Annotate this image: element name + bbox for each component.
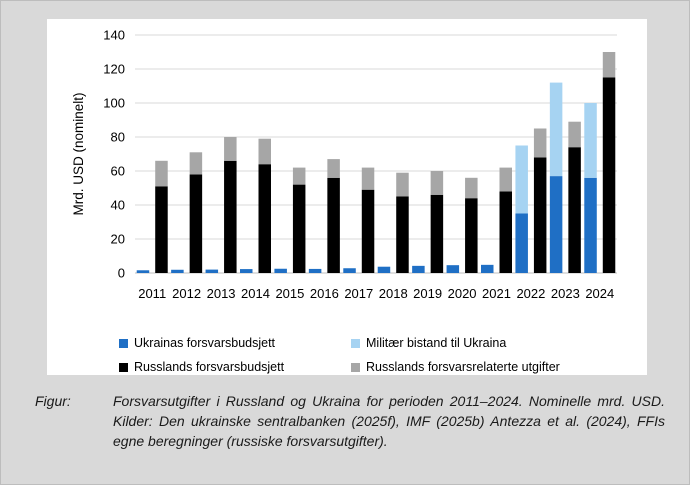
legend: Ukrainas forsvarsbudsjett Militær bistan…	[119, 333, 639, 377]
legend-swatch	[119, 362, 128, 372]
x-tick-label: 2017	[344, 286, 373, 301]
bar-russia-segment	[155, 160, 168, 187]
bar-russia-segment	[361, 189, 375, 273]
bar-russia-segment	[499, 167, 512, 192]
bar-russia-segment	[568, 121, 581, 148]
legend-item-russia-budget: Russlands forsvarsbudsjett	[119, 360, 284, 374]
x-tick-label: 2024	[585, 286, 614, 301]
x-tick-label: 2021	[482, 286, 511, 301]
x-tick-label: 2019	[413, 286, 442, 301]
x-tick-label: 2020	[448, 286, 477, 301]
y-tick-label: 120	[103, 62, 125, 77]
bar-russia-segment	[258, 138, 271, 165]
bar-russia-segment	[327, 177, 340, 273]
bar-russia-segment	[224, 137, 237, 161]
x-tick-label: 2014	[241, 286, 270, 301]
bar-ukraine-segment	[240, 269, 253, 273]
bar-ukraine-segment	[205, 269, 219, 273]
legend-label: Russlands forsvarsbudsjett	[134, 360, 285, 374]
bar-ukraine-segment	[515, 213, 528, 273]
bar-ukraine-segment	[308, 268, 322, 273]
legend-label: Ukrainas forsvarsbudsjett	[134, 336, 276, 350]
bar-russia-segment	[258, 164, 271, 273]
x-tick-label: 2013	[207, 286, 236, 301]
bar-russia-segment	[189, 174, 203, 273]
legend-item-military-aid: Militær bistand til Ukraina	[351, 336, 506, 350]
caption-text: Forsvarsutgifter i Russland og Ukraina f…	[113, 393, 665, 449]
bar-ukraine-segment	[171, 269, 184, 273]
bar-ukraine-segment	[446, 265, 460, 273]
legend-swatch	[351, 338, 360, 348]
bar-russia-segment	[224, 160, 237, 273]
bar-ukraine-segment	[377, 266, 391, 273]
bar-russia-segment	[292, 167, 306, 185]
y-tick-label: 100	[103, 96, 125, 111]
y-tick-label: 20	[111, 232, 125, 247]
x-tick-label: 2016	[310, 286, 339, 301]
bar-ukraine-segment	[274, 268, 287, 273]
bar-russia-segment	[533, 128, 547, 158]
y-tick-label: 140	[103, 28, 125, 43]
legend-swatch	[119, 338, 128, 348]
x-tick-label: 2015	[275, 286, 304, 301]
y-axis-title: Mrd. USD (nominelt)	[71, 92, 86, 215]
legend-item-russia-related: Russlands forsvarsrelaterte utgifter	[351, 360, 560, 374]
legend-swatch	[351, 362, 360, 372]
bar-ukraine-segment	[136, 270, 150, 273]
bar-ukraine-segment	[481, 264, 494, 273]
bar-ukraine-segment	[412, 265, 425, 273]
bar-russia-segment	[430, 171, 444, 195]
bar-russia-segment	[499, 191, 512, 273]
legend-label: Russlands forsvarsrelaterte utgifter	[366, 360, 560, 374]
bar-russia-segment	[602, 77, 616, 273]
bar-russia-segment	[361, 167, 375, 190]
caption-label: Figur:	[35, 393, 71, 409]
y-tick-label: 60	[111, 164, 125, 179]
x-tick-label: 2011	[138, 286, 166, 301]
bar-russia-segment	[568, 147, 581, 273]
bar-russia-segment	[155, 186, 168, 273]
bar-russia-segment	[430, 194, 444, 273]
x-tick-label: 2022	[516, 286, 545, 301]
chart-panel: 0 20 40 60 80 100 120 140 Mrd. USD (nominelt) 201…	[47, 19, 647, 375]
bar-russia-segment	[396, 172, 409, 197]
bar-ukraine-segment	[549, 82, 563, 177]
x-tick-label: 2023	[551, 286, 580, 301]
bar-russia-segment	[533, 157, 547, 273]
bar-russia-segment	[465, 177, 478, 199]
x-tick-label: 2012	[172, 286, 201, 301]
y-tick-label: 40	[111, 198, 125, 213]
bar-ukraine-segment	[584, 103, 597, 178]
bar-ukraine-segment	[343, 268, 356, 273]
y-tick-label: 0	[118, 266, 125, 281]
legend-item-ukraine-budget: Ukrainas forsvarsbudsjett	[119, 336, 275, 350]
bar-russia-segment	[602, 52, 616, 78]
bar-russia-segment	[189, 152, 203, 175]
bar-russia-segment	[396, 196, 409, 273]
figure-caption: Figur: Forsvarsutgifter i Russland og Uk…	[35, 391, 665, 471]
bar-ukraine-segment	[584, 177, 597, 273]
x-tick-label: 2018	[379, 286, 408, 301]
legend-label: Militær bistand til Ukraina	[366, 336, 507, 350]
bar-ukraine-segment	[549, 176, 563, 273]
bar-chart: 0 20 40 60 80 100 120 140 Mrd. USD (nominelt) 201…	[71, 28, 617, 301]
bar-ukraine-segment	[515, 145, 528, 214]
y-tick-label: 80	[111, 130, 125, 145]
bar-russia-segment	[327, 159, 340, 178]
bar-russia-segment	[292, 184, 306, 273]
bar-russia-segment	[465, 198, 478, 273]
